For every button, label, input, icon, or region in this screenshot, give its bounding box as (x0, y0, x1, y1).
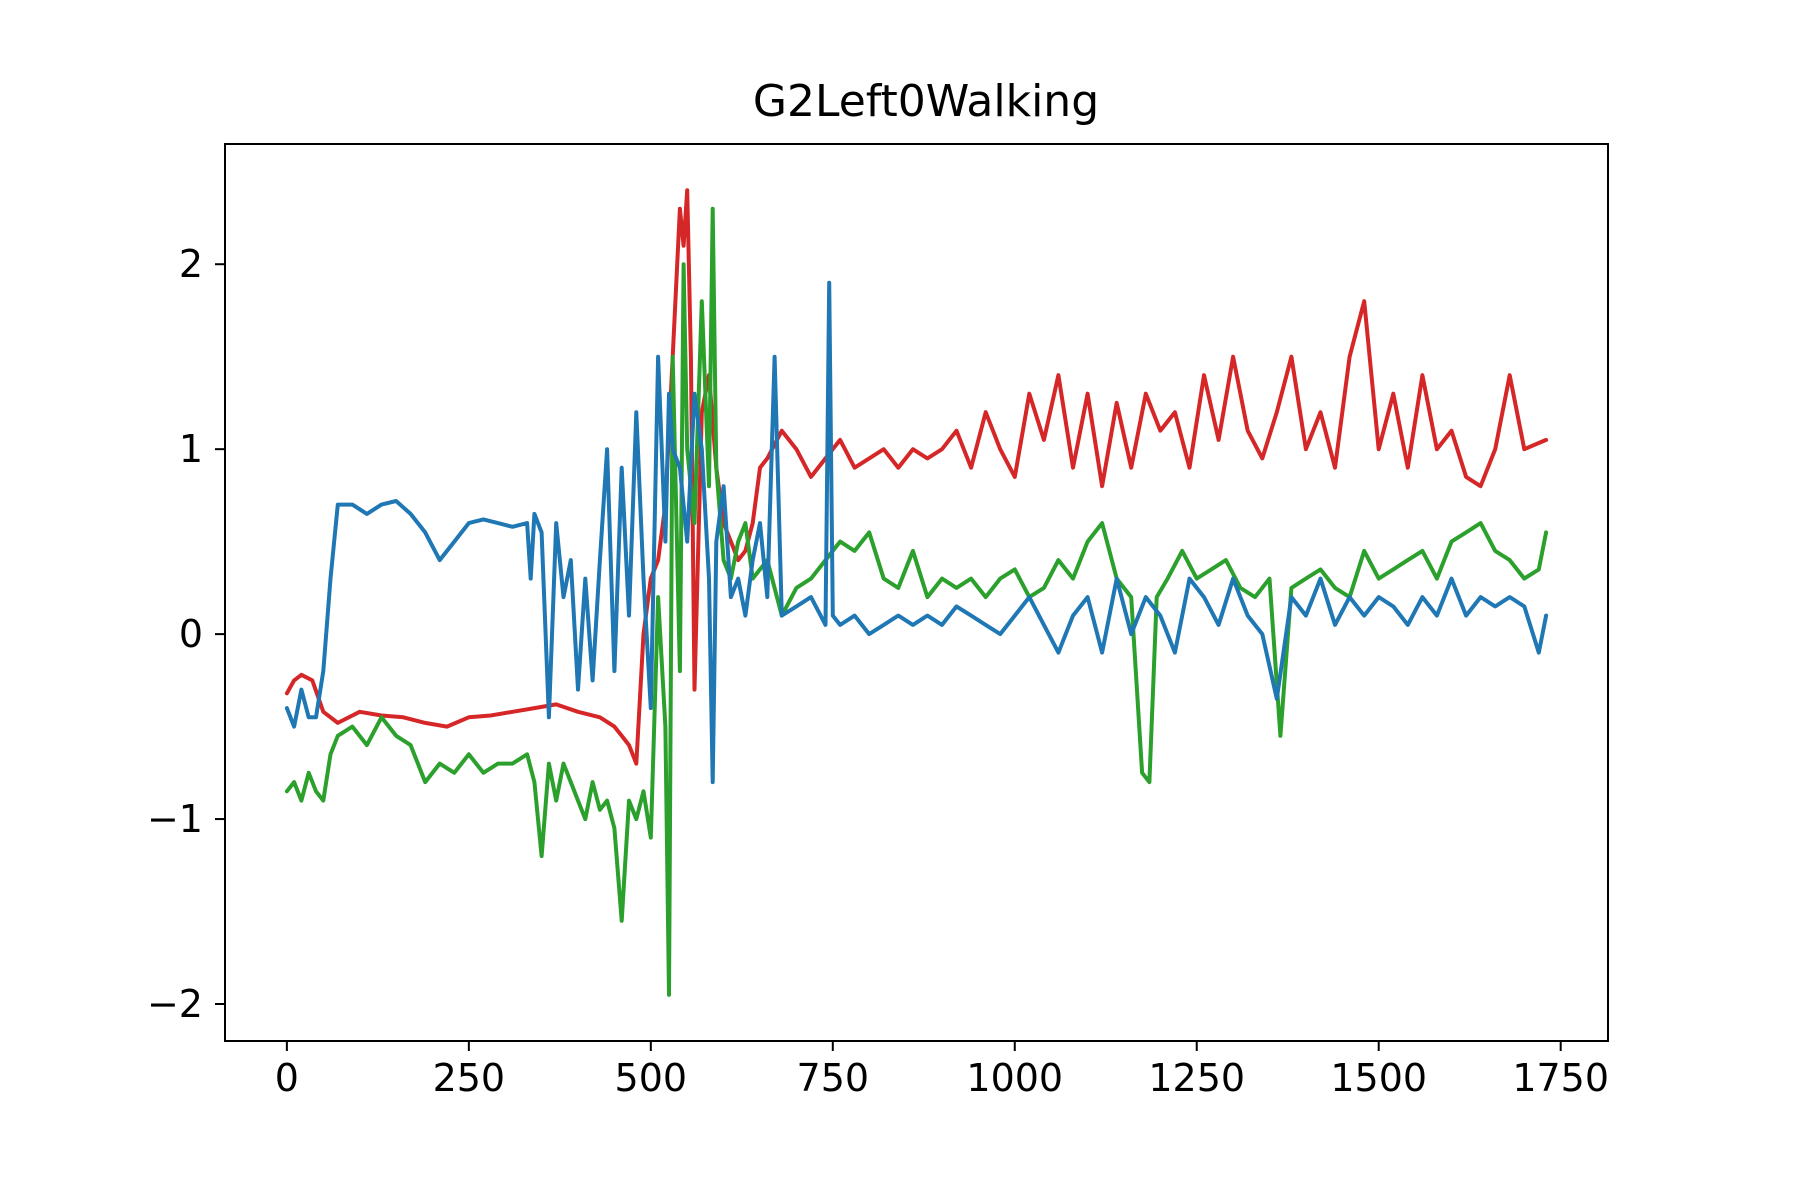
y-tick-label: 0 (179, 612, 203, 656)
y-tick-label: 2 (179, 242, 203, 286)
x-tick-label: 1250 (1148, 1056, 1245, 1100)
x-tick-label: 1000 (966, 1056, 1063, 1100)
x-tick-label: 1750 (1512, 1056, 1609, 1100)
x-tick-label: 750 (797, 1056, 870, 1100)
y-tick-label: 1 (179, 427, 203, 471)
x-tick-label: 250 (433, 1056, 506, 1100)
series-line-0 (284, 188, 1549, 766)
y-tick-label: −1 (147, 797, 203, 841)
series-line-2 (284, 280, 1549, 785)
plot-frame (224, 143, 1609, 1042)
series-line-1 (284, 206, 1549, 997)
x-tick-label: 0 (275, 1056, 299, 1100)
y-tick-label: −2 (147, 982, 203, 1026)
chart-title: G2Left0Walking (753, 76, 1099, 127)
x-tick-label: 500 (615, 1056, 688, 1100)
series-layer (284, 188, 1549, 997)
x-axis: 0 250 500 750 1000 1250 1500 1750 (275, 1041, 1609, 1100)
x-tick-label: 1500 (1330, 1056, 1427, 1100)
y-axis: −2 −1 0 1 2 (147, 242, 225, 1026)
